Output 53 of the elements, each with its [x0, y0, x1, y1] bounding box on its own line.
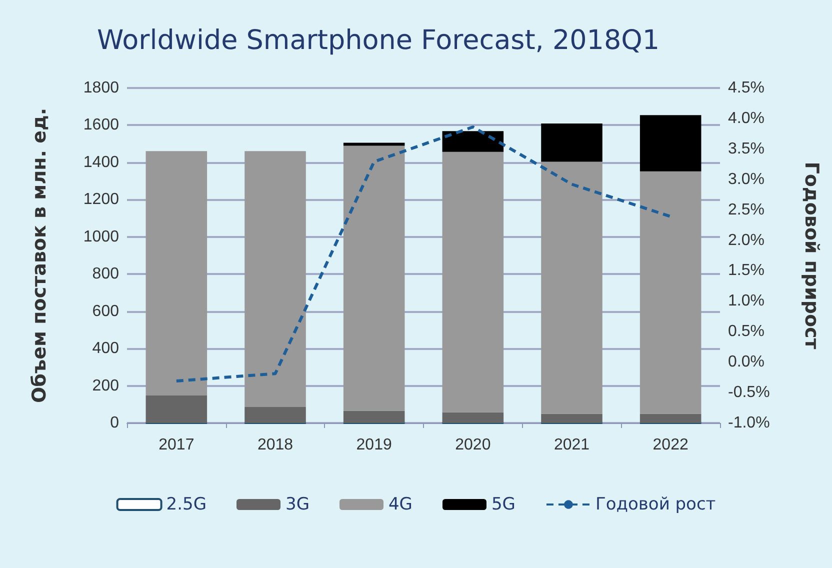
legend-label: 3G [286, 494, 310, 514]
bar [343, 410, 405, 423]
legend-label: 4G [388, 494, 412, 514]
y-tick-label: 1000 [83, 228, 120, 246]
y2-tick-label: 2.0% [728, 232, 764, 249]
bar [640, 115, 702, 172]
bar [442, 152, 504, 412]
bar [244, 406, 306, 423]
bar [541, 162, 602, 414]
bar [541, 414, 602, 423]
y2-tick-label: 4.0% [728, 110, 764, 127]
x-tick-label: 2019 [356, 436, 392, 454]
y2-tick-label: 3.0% [728, 170, 764, 188]
y2-tick-label: 4.5% [728, 80, 764, 96]
x-tick-label: 2022 [652, 436, 688, 454]
y2-tick-label: 0.5% [728, 323, 764, 340]
y-tick-label: 0 [110, 414, 120, 432]
bar [244, 151, 306, 407]
y2-tick-label: -0.5% [728, 384, 770, 402]
y-tick-label: 1400 [83, 154, 120, 171]
bar [343, 146, 405, 411]
y-tick-label: 1600 [83, 116, 120, 134]
y2-tick-label: 3.5% [728, 140, 764, 158]
legend-label: Годовой рост [595, 494, 716, 514]
y-tick-label: 600 [92, 302, 120, 320]
y2-tick-label: 1.5% [728, 262, 764, 280]
bar [640, 171, 702, 414]
y-tick-label: 400 [92, 340, 120, 358]
y-tick-label: 800 [92, 266, 120, 283]
y2-tick-label: 1.0% [728, 292, 764, 310]
x-tick-label: 2021 [554, 436, 590, 454]
bar [146, 151, 208, 396]
y2-tick-label: 0.0% [728, 354, 764, 371]
y2-tick-label: -1.0% [728, 414, 770, 432]
x-tick-label: 2020 [455, 436, 491, 454]
x-tick-label: 2017 [158, 436, 194, 454]
y2-tick-label: 2.5% [728, 201, 764, 218]
bar [442, 412, 504, 423]
legend-label: 2.5G [166, 494, 207, 514]
bar [640, 414, 702, 423]
bar [442, 131, 504, 152]
y-tick-label: 1200 [83, 191, 120, 208]
chart-title: Worldwide Smartphone Forecast, 2018Q1 [97, 25, 660, 56]
y-tick-label: 1800 [83, 80, 120, 96]
y-axis-title: Объем поставок в млн. ед. [28, 108, 50, 404]
legend-label: 5G [491, 494, 516, 514]
y2-axis-title: Годовой прирост [800, 162, 822, 350]
y-tick-label: 200 [92, 377, 120, 394]
bar [343, 142, 405, 146]
bar [146, 395, 208, 423]
bar [541, 124, 602, 162]
x-tick-label: 2018 [257, 436, 294, 454]
line-series [174, 125, 672, 382]
